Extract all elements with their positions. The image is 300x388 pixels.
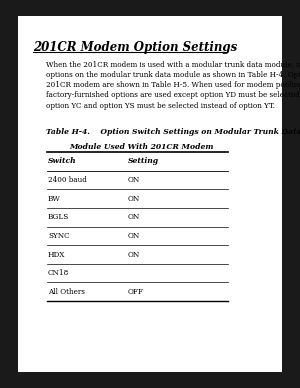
Text: Switch: Switch — [48, 158, 76, 165]
Text: All Others: All Others — [48, 288, 85, 296]
Text: Table H-4.    Option Switch Settings on Modular Trunk Data: Table H-4. Option Switch Settings on Mod… — [46, 128, 300, 136]
Text: ON: ON — [128, 176, 140, 184]
Text: ON: ON — [128, 213, 140, 221]
Text: HDX: HDX — [48, 251, 65, 258]
Text: When the 201CR modem is used with a modular trunk data module, set the
options o: When the 201CR modem is used with a modu… — [46, 60, 300, 110]
Text: 2400 baud: 2400 baud — [48, 176, 87, 184]
Text: Module Used With 201CR Modem: Module Used With 201CR Modem — [69, 143, 214, 151]
Text: Setting: Setting — [128, 158, 159, 165]
Text: BGLS: BGLS — [48, 213, 69, 221]
Text: SYNC: SYNC — [48, 232, 70, 240]
Text: 201CR Modem Option Settings: 201CR Modem Option Settings — [33, 41, 237, 54]
Text: ON: ON — [128, 251, 140, 258]
Text: CN18: CN18 — [48, 269, 69, 277]
Text: ON: ON — [128, 232, 140, 240]
Text: BW: BW — [48, 195, 61, 203]
Bar — [18, 16, 282, 372]
Text: ON: ON — [128, 195, 140, 203]
Text: OFF: OFF — [128, 288, 143, 296]
